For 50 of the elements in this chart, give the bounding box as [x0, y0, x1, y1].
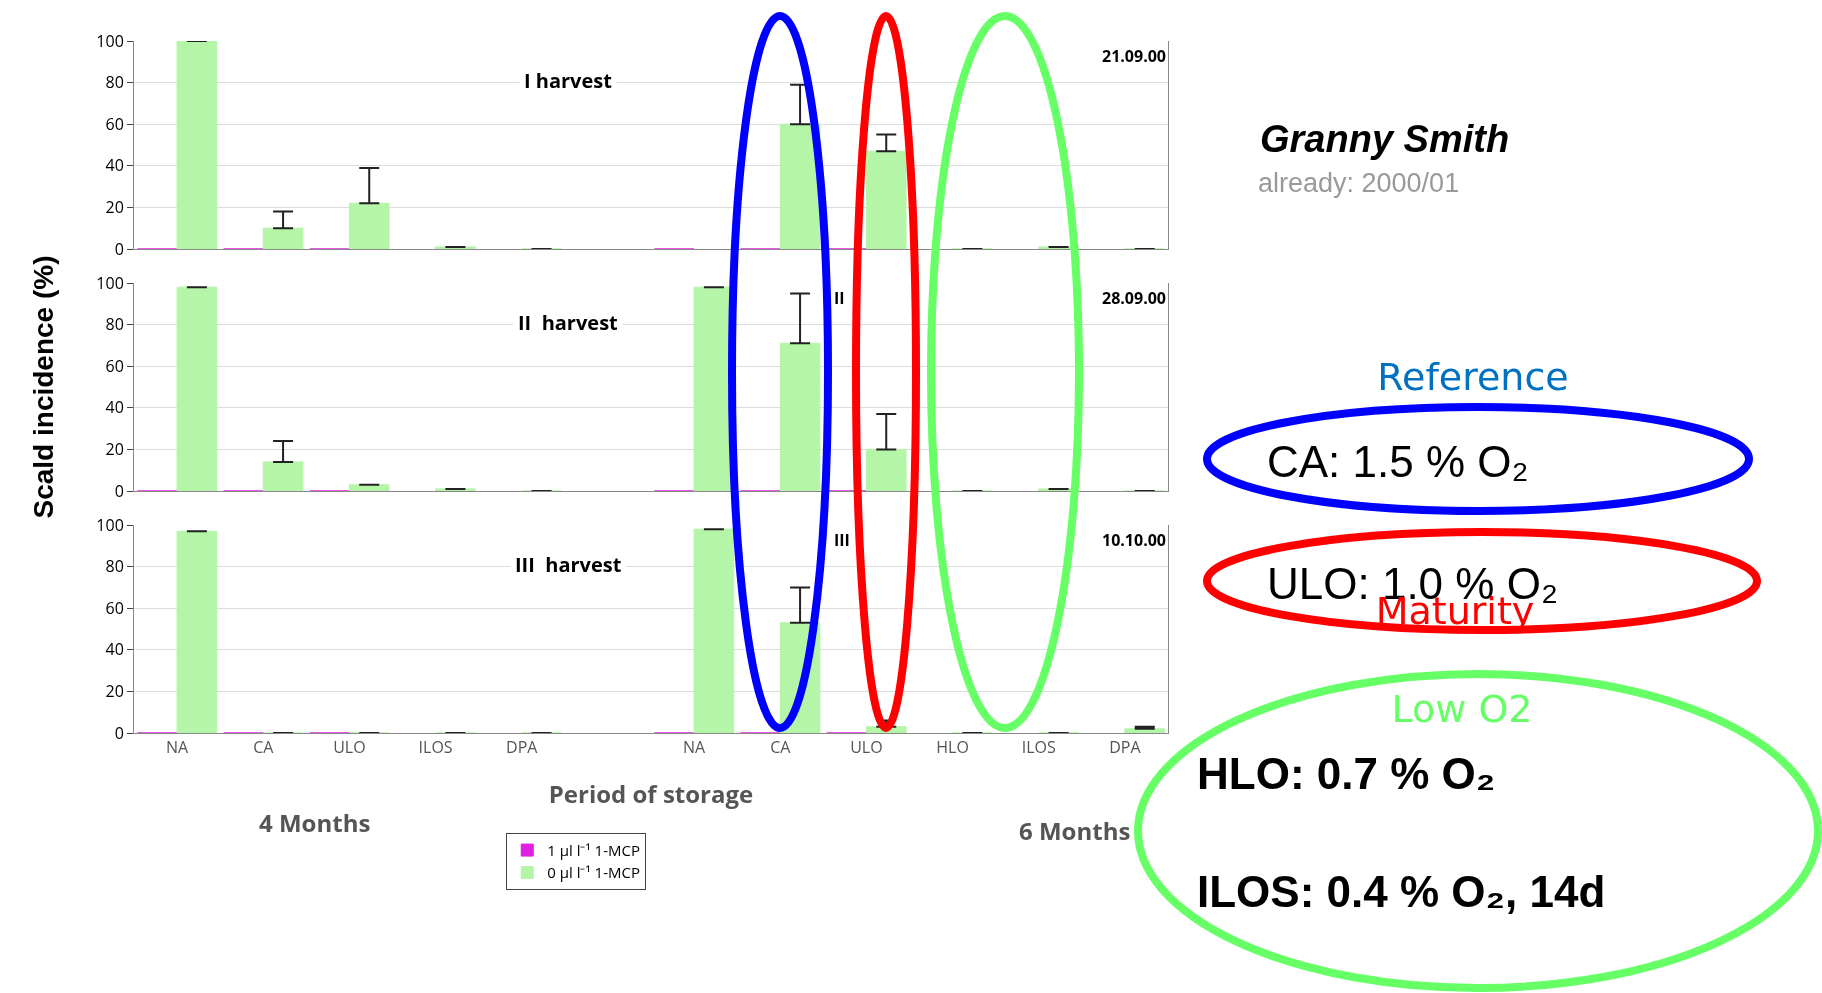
y-tick-label: 80 — [105, 71, 124, 94]
text: III harvest — [515, 551, 622, 578]
text: already: 2000/01 — [1258, 168, 1460, 198]
text: Reference — [1377, 355, 1569, 399]
y-tick-label: 0 — [114, 479, 124, 502]
y-tick-label: 0 — [114, 721, 124, 744]
y-tick-label: 40 — [105, 396, 124, 419]
y-tick-label: 80 — [105, 313, 124, 336]
x-tick-label: NA — [165, 736, 190, 759]
x-tick-label: CA — [253, 736, 275, 759]
text: 4 Months — [259, 806, 371, 839]
text: II harvest — [518, 309, 619, 336]
x-tick-label: NA — [682, 736, 707, 759]
y-tick-label: 20 — [105, 196, 124, 218]
text: CA: 1.5 % O₂ — [1267, 437, 1529, 486]
legend-label: 0 µl l⁻¹ 1-MCP — [547, 862, 640, 883]
annotation: 21.09.00 — [1102, 45, 1167, 67]
annotation: III — [834, 529, 850, 551]
annotation: 28.09.00 — [1102, 287, 1167, 309]
x-axis-title: Period of storage — [548, 776, 754, 810]
text: ILOS: 0.4 % O₂, 14d — [1197, 867, 1606, 916]
y-tick-label: 40 — [105, 638, 124, 661]
y-tick-label: 100 — [96, 513, 124, 536]
x-tick-label: ULO — [333, 736, 366, 759]
y-axis-title: Scald incidence (%) — [28, 255, 59, 519]
y-tick-label: 60 — [105, 354, 124, 377]
x-tick-label: ILOS — [418, 736, 453, 759]
y-tick-label: 60 — [105, 596, 124, 619]
legend-label: 1 µl l⁻¹ 1-MCP — [547, 839, 640, 860]
y-tick-label: 40 — [105, 154, 124, 177]
x-tick-label: DPA — [506, 736, 539, 759]
text: 6 Months — [1019, 814, 1131, 847]
y-tick-label: 100 — [96, 29, 124, 52]
text: HLO: 0.7 % O₂ — [1197, 749, 1496, 798]
text: Low O2 — [1391, 687, 1533, 731]
x-tick-label: ILOS — [1021, 736, 1056, 759]
y-tick-label: 80 — [105, 555, 124, 578]
annotation: II — [834, 287, 845, 309]
x-tick-label: CA — [770, 736, 792, 759]
annotation: 10.10.00 — [1102, 529, 1167, 551]
y-tick-label: 60 — [105, 112, 124, 135]
x-tick-label: HLO — [936, 736, 969, 759]
text: I harvest — [524, 67, 613, 94]
x-tick-label: ULO — [850, 736, 883, 759]
y-tick-label: 20 — [105, 438, 124, 460]
text: Granny Smith — [1260, 118, 1510, 160]
x-tick-label: DPA — [1109, 736, 1142, 759]
y-tick-label: 20 — [105, 680, 124, 702]
y-tick-label: 100 — [96, 271, 124, 294]
y-tick-label: 0 — [114, 237, 124, 260]
